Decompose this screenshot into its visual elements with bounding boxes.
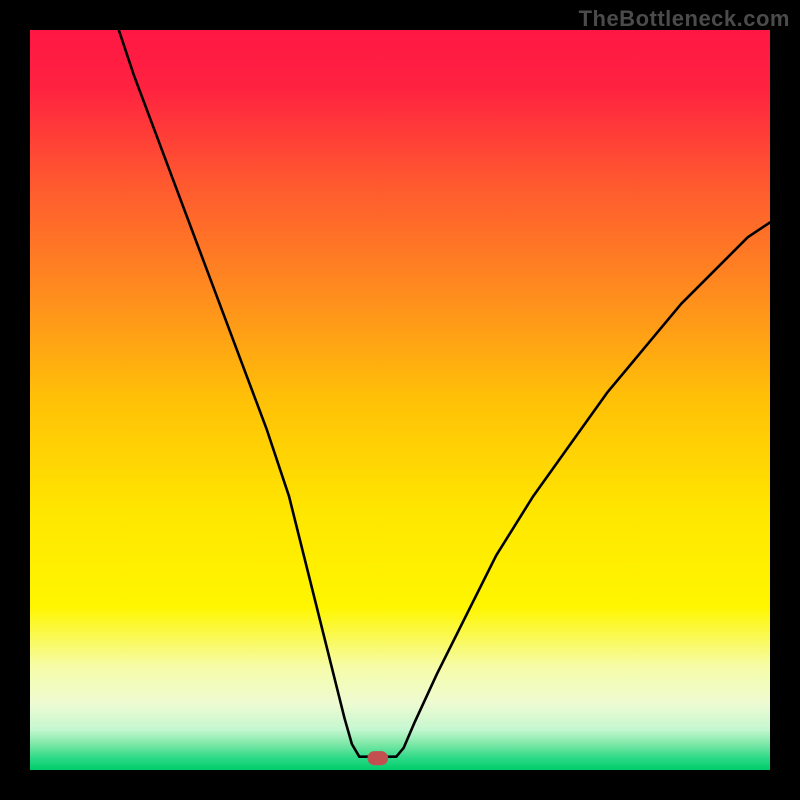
chart-svg [0,0,800,800]
chart-stage: TheBottleneck.com [0,0,800,800]
plot-background [30,30,770,770]
valley-marker [367,751,388,765]
